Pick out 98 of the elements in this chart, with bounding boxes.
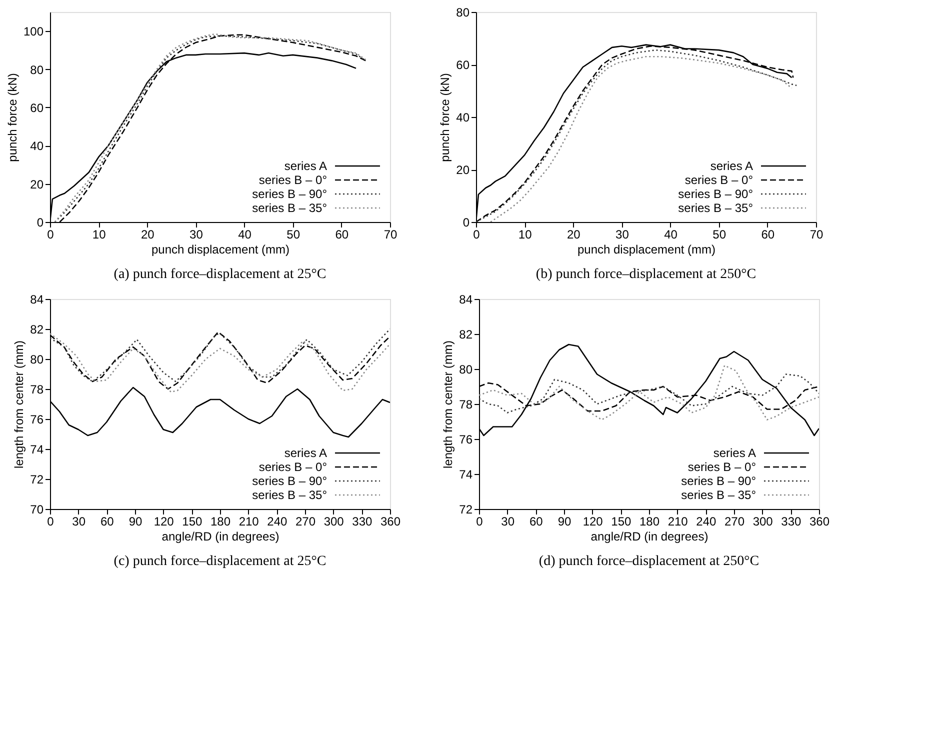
x-axis-title: punch displacement (mm): [151, 242, 290, 256]
legend-label: series B – 90°: [252, 474, 328, 488]
legend-label: series B – 90°: [681, 474, 756, 488]
y-tick-label: 80: [30, 352, 44, 366]
x-tick-label: 270: [295, 514, 316, 528]
x-tick-label: 0: [476, 514, 484, 528]
x-tick-label: 70: [810, 228, 824, 242]
x-tick-label: 50: [286, 228, 300, 242]
x-tick-label: 20: [140, 228, 155, 242]
x-tick-label: 180: [639, 514, 660, 528]
legend-label: series B – 35°: [678, 201, 754, 215]
x-tick-label: 300: [324, 514, 344, 528]
x-tick-label: 0: [47, 228, 54, 242]
y-tick-label: 84: [30, 292, 44, 306]
legend-label: series A: [710, 159, 753, 173]
x-tick-label: 330: [352, 514, 372, 528]
y-tick-label: 72: [459, 502, 473, 516]
line-series: [50, 328, 390, 382]
x-tick-label: 60: [761, 228, 775, 242]
x-tick-label: 30: [72, 514, 86, 528]
y-axis-title: length from center (mm): [12, 340, 26, 469]
line-series: [479, 364, 819, 420]
x-axis-title: angle/RD (in degrees): [590, 530, 708, 544]
x-tick-label: 10: [518, 228, 532, 242]
x-tick-label: 330: [781, 514, 802, 528]
y-axis-title: punch force (kN): [438, 73, 452, 162]
x-tick-label: 40: [238, 228, 252, 242]
y-tick-label: 82: [30, 322, 44, 336]
y-tick-label: 60: [30, 100, 44, 115]
legend-label: series B – 35°: [252, 201, 328, 215]
y-tick-label: 80: [456, 6, 470, 20]
x-tick-label: 70: [384, 228, 398, 242]
legend-label: series B – 0°: [684, 173, 754, 187]
x-tick-label: 90: [558, 514, 572, 528]
text: (b) punch force–displacement at 250°C: [536, 267, 756, 282]
y-tick-label: 40: [456, 110, 470, 124]
x-tick-label: 270: [724, 514, 745, 528]
legend-label: series A: [284, 159, 327, 173]
x-tick-label: 30: [616, 228, 630, 242]
text: (c) punch force–displacement at 25°C: [114, 554, 326, 569]
x-tick-label: 210: [238, 514, 260, 528]
legend-label: series B – 0°: [688, 460, 756, 474]
y-tick-label: 76: [459, 432, 473, 446]
x-tick-label: 30: [501, 514, 515, 528]
y-tick-label: 70: [30, 502, 44, 516]
x-tick-label: 50: [712, 228, 726, 242]
y-axis-title: length from center (mm): [441, 340, 456, 469]
y-axis-title: punch force (kN): [5, 73, 20, 162]
y-tick-label: 74: [459, 468, 473, 482]
x-tick-label: 240: [696, 514, 716, 528]
x-tick-label: 60: [335, 228, 349, 242]
legend-label: series B – 0°: [258, 173, 328, 187]
legend-label: series B – 90°: [678, 187, 754, 201]
y-tick-label: 60: [456, 58, 470, 72]
x-tick-label: 60: [529, 514, 544, 528]
legend-label: series B – 35°: [252, 488, 328, 502]
y-tick-label: 40: [30, 139, 44, 154]
y-tick-label: 82: [459, 328, 473, 342]
y-tick-label: 72: [30, 472, 44, 486]
y-tick-label: 0: [462, 216, 470, 230]
y-tick-label: 84: [459, 292, 473, 306]
legend-label: series B – 90°: [252, 187, 328, 201]
x-tick-label: 300: [752, 514, 774, 528]
legend-label: series B – 35°: [681, 488, 756, 502]
x-tick-label: 10: [92, 228, 106, 242]
legend-label: series B – 0°: [258, 460, 328, 474]
y-tick-label: 80: [459, 362, 473, 376]
y-tick-label: 76: [30, 412, 44, 426]
y-tick-label: 78: [30, 382, 44, 396]
x-tick-label: 120: [582, 514, 604, 528]
x-tick-label: 120: [154, 514, 174, 528]
x-tick-label: 150: [182, 514, 202, 528]
x-axis-title: punch displacement (mm): [577, 242, 716, 256]
x-tick-label: 240: [267, 514, 288, 528]
text: (a) punch force–displacement at 25°C: [114, 267, 326, 282]
x-tick-label: 40: [664, 228, 678, 242]
text: (d) punch force–displacement at 250°C: [538, 554, 760, 569]
x-tick-label: 0: [47, 514, 54, 528]
legend-label: series A: [284, 446, 327, 460]
y-tick-label: 74: [30, 442, 44, 456]
x-tick-label: 180: [210, 514, 231, 528]
y-tick-label: 0: [36, 216, 44, 230]
x-tick-label: 150: [611, 514, 632, 528]
legend-label: series A: [713, 446, 756, 460]
y-tick-label: 20: [456, 163, 470, 177]
y-tick-label: 100: [23, 24, 44, 39]
x-tick-label: 30: [190, 228, 204, 242]
y-tick-label: 20: [30, 177, 44, 192]
x-tick-label: 360: [809, 514, 830, 528]
y-tick-label: 80: [30, 62, 44, 77]
x-axis-title: angle/RD (in degrees): [162, 530, 280, 544]
x-tick-label: 90: [128, 514, 142, 528]
x-tick-label: 210: [668, 514, 688, 528]
x-tick-label: 360: [380, 514, 401, 528]
x-tick-label: 20: [566, 228, 581, 242]
x-tick-label: 60: [100, 514, 114, 528]
y-tick-label: 78: [459, 398, 473, 412]
line-series: [479, 374, 819, 414]
